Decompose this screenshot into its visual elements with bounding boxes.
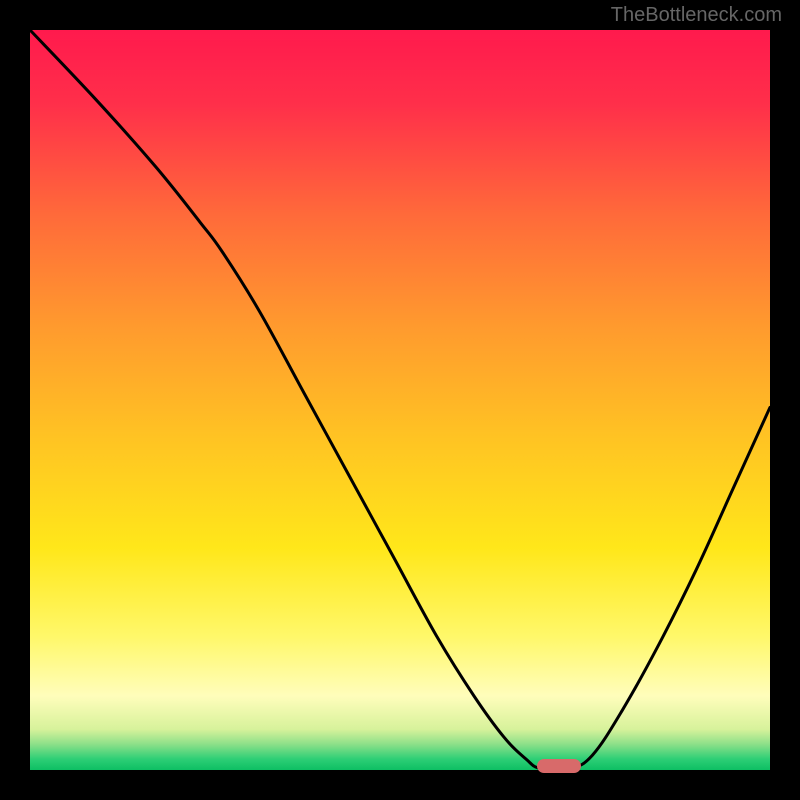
optimal-marker [537, 759, 581, 773]
plot-area [30, 30, 770, 770]
watermark-text: TheBottleneck.com [611, 4, 782, 27]
bottleneck-curve [30, 30, 770, 770]
